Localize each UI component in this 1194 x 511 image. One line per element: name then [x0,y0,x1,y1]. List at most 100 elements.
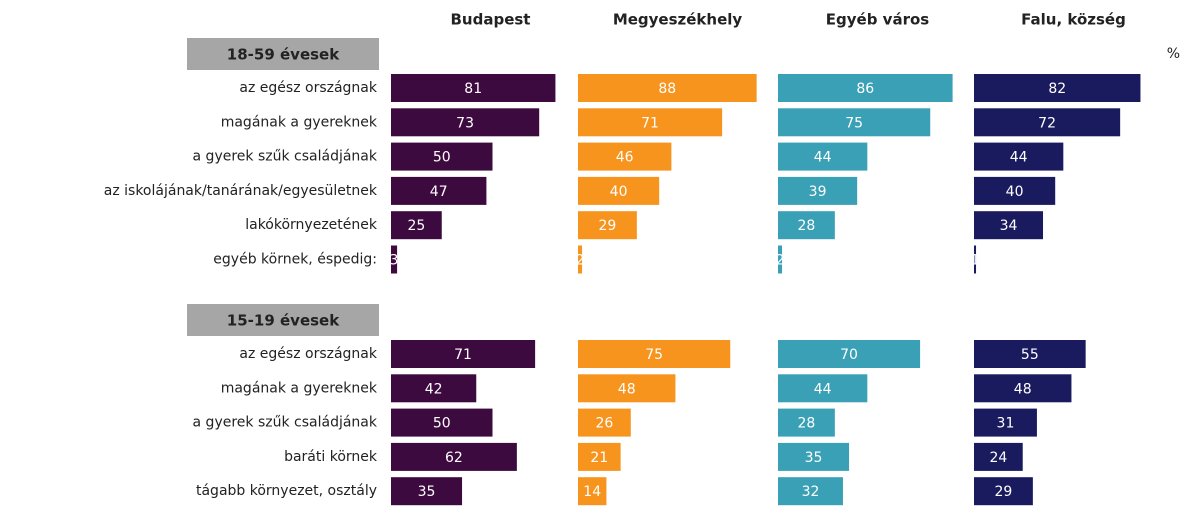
value-label: 29 [599,218,617,234]
value-label: 2 [776,253,785,269]
value-label: 46 [616,150,634,166]
bar [578,340,731,368]
value-label: 44 [814,150,832,166]
value-label: 39 [809,184,827,200]
value-label: 44 [814,381,832,397]
bar [974,374,1072,403]
bar [391,211,442,240]
value-label: 71 [454,347,472,363]
category-label: magának a gyereknek [221,380,378,396]
value-label: 24 [989,450,1007,466]
value-label: 32 [802,484,820,500]
group-title-box [187,38,379,70]
group-title: 18-59 évesek [227,46,340,64]
value-label: 26 [595,416,613,432]
value-label: 47 [430,184,448,200]
value-label: 50 [433,416,451,432]
value-label: 82 [1048,81,1066,97]
bar [391,108,540,137]
category-label: a gyerek szűk családjának [193,149,378,165]
bar [578,74,757,102]
unit-label: % [1167,46,1180,62]
bar [391,408,493,437]
category-label: baráti körnek [284,449,378,465]
column-header: Falu, község [1021,11,1126,29]
value-label: 71 [641,115,659,131]
value-label: 48 [1014,381,1032,397]
bar [391,74,556,102]
group-title: 15-19 évesek [227,312,340,330]
value-label: 35 [418,484,436,500]
bar [391,142,493,171]
bar [974,245,977,274]
value-label: 40 [1006,184,1024,200]
bar [578,374,676,403]
category-label: az egész országnak [239,346,377,362]
value-label: 75 [645,347,663,363]
bar [974,340,1086,368]
column-header: Egyéb város [826,11,929,29]
bar [578,176,660,205]
bar [391,176,487,205]
bar [578,442,621,471]
value-label: 1 [971,253,980,269]
bar [391,340,536,368]
bar [578,245,583,274]
category-label: lakókörnyezetének [245,217,378,233]
bar [578,108,723,137]
bar [578,142,672,171]
bar [778,408,835,437]
bar [391,374,477,403]
value-label: 70 [840,347,858,363]
bar [778,211,835,240]
column-header: Budapest [451,11,531,29]
bar [974,74,1141,102]
value-label: 31 [997,416,1015,432]
value-label: 81 [464,81,482,97]
value-label: 35 [805,450,823,466]
group-title-box [187,304,379,336]
value-label: 72 [1038,115,1056,131]
bar [778,176,858,205]
bar [974,142,1064,171]
category-label: tágabb környezet, osztály [196,483,377,499]
bar [778,74,953,102]
bar [974,176,1056,205]
bar [578,211,637,240]
value-label: 34 [1000,218,1018,234]
category-label: az egész országnak [239,80,377,96]
value-label: 3 [390,253,399,269]
bar [578,477,607,506]
bar [974,442,1023,471]
value-label: 25 [407,218,425,234]
bar [778,374,868,403]
value-label: 21 [590,450,608,466]
column-header: Megyeszékhely [613,11,743,29]
value-label: 62 [445,450,463,466]
category-label: a gyerek szűk családjának [193,415,378,431]
bar [578,408,631,437]
bar [778,108,931,137]
bar [778,340,921,368]
value-label: 86 [856,81,874,97]
bar [974,211,1044,240]
bar [974,108,1121,137]
value-label: 2 [576,253,585,269]
value-label: 28 [798,218,816,234]
bar [974,408,1037,437]
bar [391,245,398,274]
bar [974,477,1033,506]
value-label: 42 [425,381,443,397]
value-label: 55 [1021,347,1039,363]
value-label: 40 [610,184,628,200]
category-label: egyéb körnek, éspedig: [213,252,377,268]
value-label: 48 [618,381,636,397]
value-label: 14 [583,484,601,500]
value-label: 29 [995,484,1013,500]
bar [391,442,517,471]
bar [778,442,850,471]
bar [778,142,868,171]
value-label: 28 [798,416,816,432]
bar [778,477,843,506]
